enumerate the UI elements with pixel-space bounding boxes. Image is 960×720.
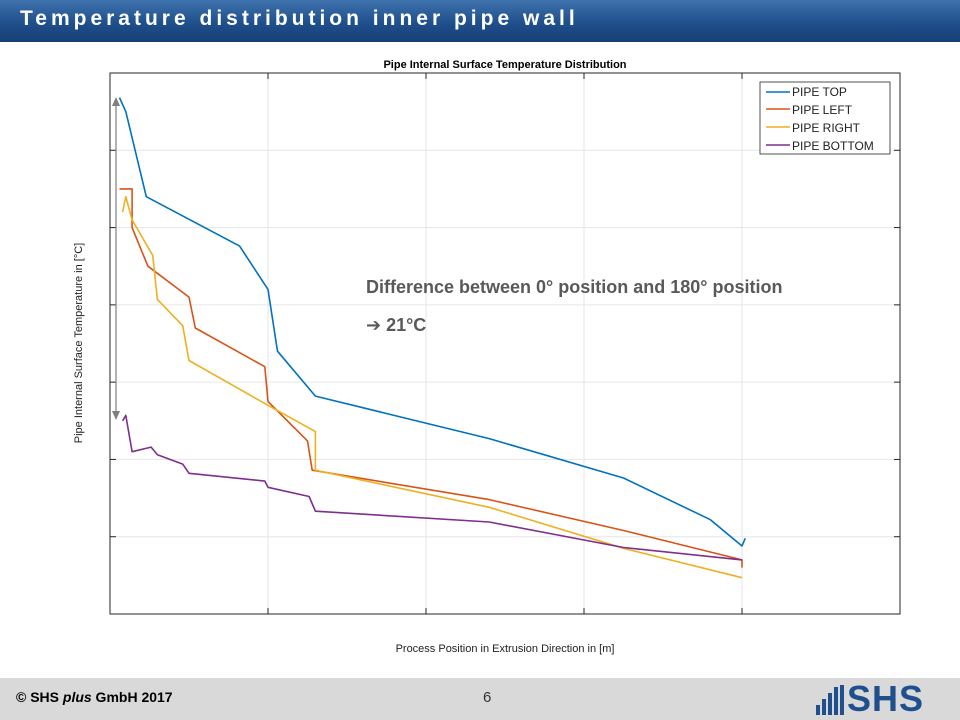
title-bar: Temperature distribution inner pipe wall xyxy=(0,0,960,42)
copyright-suffix: GmbH 2017 xyxy=(91,689,173,705)
legend-label-bottom: PIPE BOTTOM xyxy=(792,139,874,153)
series-line-pipe-top xyxy=(118,97,746,547)
series-group xyxy=(118,97,746,579)
copyright: © SHS plus GmbH 2017 xyxy=(16,689,173,705)
plot-area xyxy=(109,72,901,615)
page-number: 6 xyxy=(483,689,492,706)
series-line-pipe-left xyxy=(119,188,743,568)
series-line-pipe-right xyxy=(121,195,743,579)
legend-box xyxy=(759,81,891,155)
difference-arrow xyxy=(112,97,120,420)
axis-ticks xyxy=(110,73,900,614)
x-axis-label: Process Position in Extrusion Direction … xyxy=(396,643,615,655)
slide-title: Temperature distribution inner pipe wall xyxy=(20,7,579,30)
logo-text: SHS xyxy=(847,678,925,719)
legend: PIPE TOP PIPE LEFT PIPE RIGHT PIPE BOTTO… xyxy=(759,81,891,155)
copyright-italic: plus xyxy=(62,689,92,705)
copyright-prefix: © SHS xyxy=(16,689,63,705)
legend-label-right: PIPE RIGHT xyxy=(792,121,861,135)
footer: © SHS plus GmbH 2017 6 SHS xyxy=(0,678,960,720)
chart: Pipe Internal Surface Temperature Distri… xyxy=(73,59,901,655)
y-axis-label: Pipe Internal Surface Temperature in [°C… xyxy=(73,243,85,443)
legend-label-left: PIPE LEFT xyxy=(792,103,853,117)
annotation-text: Difference between 0° position and 180° … xyxy=(366,277,782,297)
chart-title: Pipe Internal Surface Temperature Distri… xyxy=(383,59,626,71)
annotation-result: ➔ 21°C xyxy=(366,315,426,335)
legend-label-top: PIPE TOP xyxy=(792,85,847,99)
series-line-pipe-bottom xyxy=(121,414,743,561)
shs-logo: SHS xyxy=(816,678,948,719)
